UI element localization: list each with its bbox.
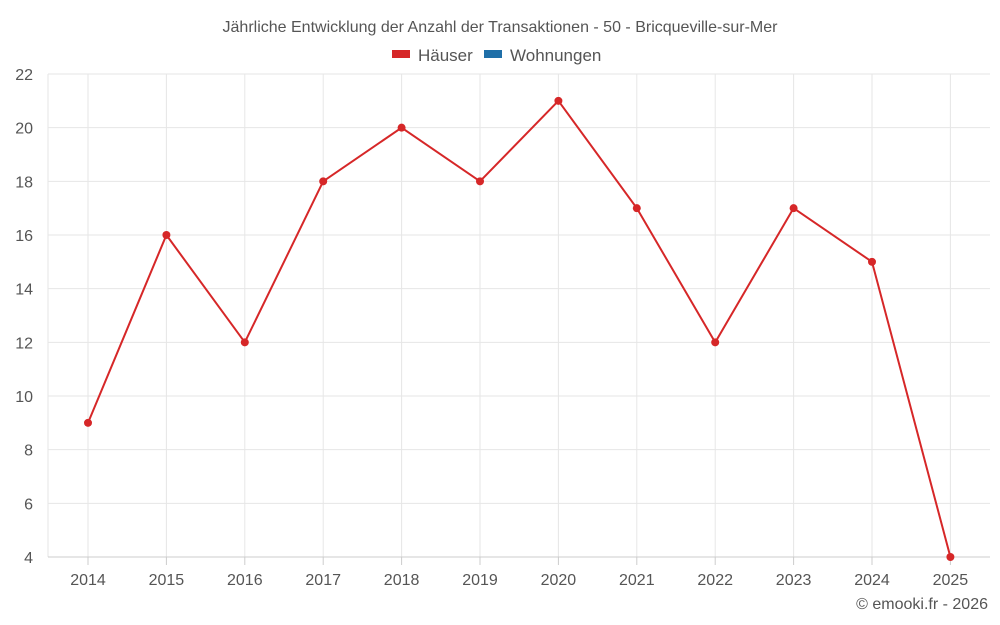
data-point-haeuser[interactable] xyxy=(397,123,406,132)
x-tick-label: 2023 xyxy=(776,572,812,589)
y-tick-label: 8 xyxy=(24,443,33,460)
x-tick-label: 2021 xyxy=(619,572,655,589)
data-point-haeuser[interactable] xyxy=(868,257,876,266)
credit-text: © emooki.fr - 2026 xyxy=(856,596,988,613)
data-point-haeuser[interactable] xyxy=(319,177,328,186)
x-tick-label: 2025 xyxy=(933,572,969,589)
data-point-haeuser[interactable] xyxy=(84,418,92,427)
x-tick-label: 2019 xyxy=(462,572,498,589)
data-point-haeuser[interactable] xyxy=(946,553,955,561)
legend-swatch-haeuser[interactable] xyxy=(392,50,410,58)
x-tick-label: 2018 xyxy=(384,572,420,589)
x-tick-label: 2016 xyxy=(227,572,263,589)
x-tick-label: 2024 xyxy=(854,572,890,589)
y-tick-label: 4 xyxy=(24,550,33,567)
data-point-haeuser[interactable] xyxy=(789,204,798,213)
y-tick-label: 16 xyxy=(15,228,33,245)
data-point-haeuser[interactable] xyxy=(240,338,249,347)
series-layer xyxy=(84,96,955,561)
data-point-haeuser[interactable] xyxy=(554,96,563,105)
data-point-haeuser[interactable] xyxy=(632,204,641,213)
legend: Häuser Wohnungen xyxy=(392,46,601,65)
x-tick-label: 2022 xyxy=(697,572,733,589)
grid xyxy=(47,73,990,557)
y-tick-label: 20 xyxy=(15,121,33,138)
y-tick-label: 18 xyxy=(15,174,33,191)
x-tick-label: 2015 xyxy=(149,572,185,589)
legend-label-wohnungen[interactable]: Wohnungen xyxy=(510,46,601,65)
y-tick-label: 22 xyxy=(15,67,33,84)
series-line-haeuser xyxy=(87,99,952,558)
y-tick-label: 6 xyxy=(24,496,33,513)
y-tick-label: 12 xyxy=(15,335,33,352)
data-point-haeuser[interactable] xyxy=(162,231,171,239)
x-tick-label: 2014 xyxy=(70,572,106,589)
data-point-haeuser[interactable] xyxy=(476,177,484,186)
chart-title: Jährliche Entwicklung der Anzahl der Tra… xyxy=(223,19,779,36)
y-tick-label: 10 xyxy=(15,389,33,406)
x-tick-label: 2020 xyxy=(541,572,577,589)
y-tick-label: 14 xyxy=(15,282,33,299)
legend-label-haeuser[interactable]: Häuser xyxy=(418,46,473,65)
x-tick-label: 2017 xyxy=(305,572,341,589)
data-point-haeuser[interactable] xyxy=(711,338,720,347)
legend-swatch-wohnungen[interactable] xyxy=(484,50,502,58)
